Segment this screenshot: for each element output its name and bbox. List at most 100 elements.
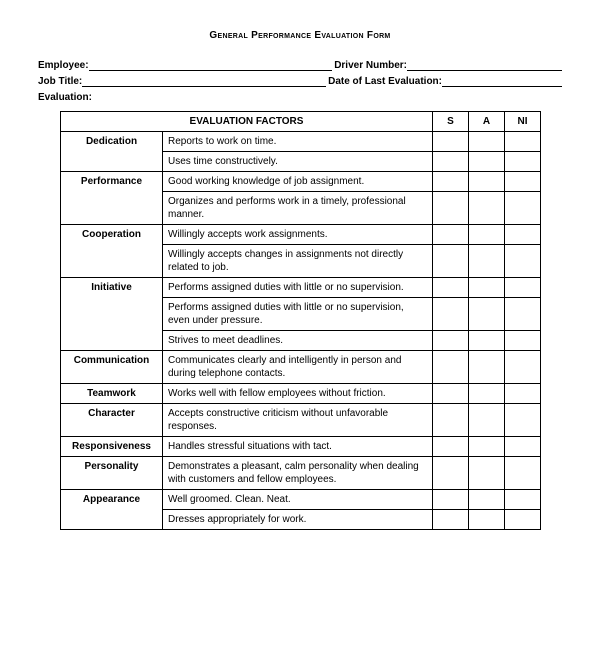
header-ni: NI: [505, 112, 541, 132]
table-row: PersonalityDemonstrates a pleasant, calm…: [61, 457, 541, 490]
header-a: A: [469, 112, 505, 132]
rating-cell-s[interactable]: [433, 192, 469, 225]
driver-number-input-line[interactable]: [407, 59, 562, 71]
rating-cell-s[interactable]: [433, 384, 469, 404]
rating-cell-ni[interactable]: [505, 351, 541, 384]
description-cell: Demonstrates a pleasant, calm personalit…: [163, 457, 433, 490]
description-cell: Strives to meet deadlines.: [163, 331, 433, 351]
description-cell: Well groomed. Clean. Neat.: [163, 490, 433, 510]
rating-cell-ni[interactable]: [505, 331, 541, 351]
rating-cell-s[interactable]: [433, 404, 469, 437]
field-row-1: Employee: Driver Number:: [38, 59, 562, 73]
rating-cell-s[interactable]: [433, 331, 469, 351]
rating-cell-ni[interactable]: [505, 225, 541, 245]
rating-cell-s[interactable]: [433, 132, 469, 152]
table-row: DedicationReports to work on time.: [61, 132, 541, 152]
rating-cell-ni[interactable]: [505, 490, 541, 510]
description-cell: Willingly accepts changes in assignments…: [163, 245, 433, 278]
rating-cell-ni[interactable]: [505, 404, 541, 437]
rating-cell-a[interactable]: [469, 437, 505, 457]
rating-cell-s[interactable]: [433, 245, 469, 278]
rating-cell-a[interactable]: [469, 192, 505, 225]
table-row: CharacterAccepts constructive criticism …: [61, 404, 541, 437]
evaluation-label: Evaluation:: [38, 91, 92, 105]
header-fields: Employee: Driver Number: Job Title: Date…: [38, 59, 562, 105]
rating-cell-ni[interactable]: [505, 192, 541, 225]
rating-cell-ni[interactable]: [505, 152, 541, 172]
rating-cell-a[interactable]: [469, 132, 505, 152]
factor-cell: Responsiveness: [61, 437, 163, 457]
rating-cell-s[interactable]: [433, 510, 469, 530]
factor-cell: Dedication: [61, 132, 163, 172]
description-cell: Accepts constructive criticism without u…: [163, 404, 433, 437]
factor-cell: Communication: [61, 351, 163, 384]
factor-cell: Performance: [61, 172, 163, 225]
evaluation-table: EVALUATION FACTORS S A NI DedicationRepo…: [60, 111, 541, 530]
employee-input-line[interactable]: [89, 59, 333, 71]
rating-cell-ni[interactable]: [505, 172, 541, 192]
factor-cell: Initiative: [61, 278, 163, 351]
last-eval-input-line[interactable]: [442, 75, 562, 87]
rating-cell-s[interactable]: [433, 351, 469, 384]
rating-cell-a[interactable]: [469, 351, 505, 384]
factor-cell: Personality: [61, 457, 163, 490]
rating-cell-s[interactable]: [433, 490, 469, 510]
rating-cell-s[interactable]: [433, 457, 469, 490]
rating-cell-ni[interactable]: [505, 132, 541, 152]
field-row-3: Evaluation:: [38, 91, 562, 105]
job-title-input-line[interactable]: [82, 75, 326, 87]
rating-cell-a[interactable]: [469, 298, 505, 331]
rating-cell-a[interactable]: [469, 384, 505, 404]
rating-cell-a[interactable]: [469, 331, 505, 351]
description-cell: Dresses appropriately for work.: [163, 510, 433, 530]
rating-cell-ni[interactable]: [505, 298, 541, 331]
rating-cell-a[interactable]: [469, 225, 505, 245]
factor-cell: Cooperation: [61, 225, 163, 278]
table-row: AppearanceWell groomed. Clean. Neat.: [61, 490, 541, 510]
field-row-2: Job Title: Date of Last Evaluation:: [38, 75, 562, 89]
rating-cell-s[interactable]: [433, 298, 469, 331]
last-eval-label: Date of Last Evaluation:: [328, 75, 442, 89]
rating-cell-a[interactable]: [469, 404, 505, 437]
factor-cell: Appearance: [61, 490, 163, 530]
table-header-row: EVALUATION FACTORS S A NI: [61, 112, 541, 132]
rating-cell-a[interactable]: [469, 490, 505, 510]
rating-cell-ni[interactable]: [505, 437, 541, 457]
rating-cell-a[interactable]: [469, 510, 505, 530]
rating-cell-s[interactable]: [433, 437, 469, 457]
description-cell: Willingly accepts work assignments.: [163, 225, 433, 245]
rating-cell-a[interactable]: [469, 245, 505, 278]
evaluation-form-page: General Performance Evaluation Form Empl…: [0, 0, 600, 550]
rating-cell-s[interactable]: [433, 225, 469, 245]
job-title-label: Job Title:: [38, 75, 82, 89]
rating-cell-a[interactable]: [469, 152, 505, 172]
description-cell: Communicates clearly and intelligently i…: [163, 351, 433, 384]
table-row: TeamworkWorks well with fellow employees…: [61, 384, 541, 404]
rating-cell-ni[interactable]: [505, 457, 541, 490]
table-row: ResponsivenessHandles stressful situatio…: [61, 437, 541, 457]
employee-label: Employee:: [38, 59, 89, 73]
rating-cell-s[interactable]: [433, 172, 469, 192]
rating-cell-a[interactable]: [469, 457, 505, 490]
rating-cell-a[interactable]: [469, 172, 505, 192]
description-cell: Handles stressful situations with tact.: [163, 437, 433, 457]
factor-cell: Teamwork: [61, 384, 163, 404]
description-cell: Works well with fellow employees without…: [163, 384, 433, 404]
rating-cell-a[interactable]: [469, 278, 505, 298]
description-cell: Organizes and performs work in a timely,…: [163, 192, 433, 225]
rating-cell-s[interactable]: [433, 152, 469, 172]
form-title: General Performance Evaluation Form: [38, 30, 562, 41]
rating-cell-ni[interactable]: [505, 245, 541, 278]
description-cell: Performs assigned duties with little or …: [163, 298, 433, 331]
header-factors: EVALUATION FACTORS: [61, 112, 433, 132]
description-cell: Good working knowledge of job assignment…: [163, 172, 433, 192]
rating-cell-ni[interactable]: [505, 384, 541, 404]
description-cell: Uses time constructively.: [163, 152, 433, 172]
rating-cell-ni[interactable]: [505, 510, 541, 530]
description-cell: Reports to work on time.: [163, 132, 433, 152]
table-row: PerformanceGood working knowledge of job…: [61, 172, 541, 192]
table-row: InitiativePerforms assigned duties with …: [61, 278, 541, 298]
rating-cell-s[interactable]: [433, 278, 469, 298]
rating-cell-ni[interactable]: [505, 278, 541, 298]
description-cell: Performs assigned duties with little or …: [163, 278, 433, 298]
